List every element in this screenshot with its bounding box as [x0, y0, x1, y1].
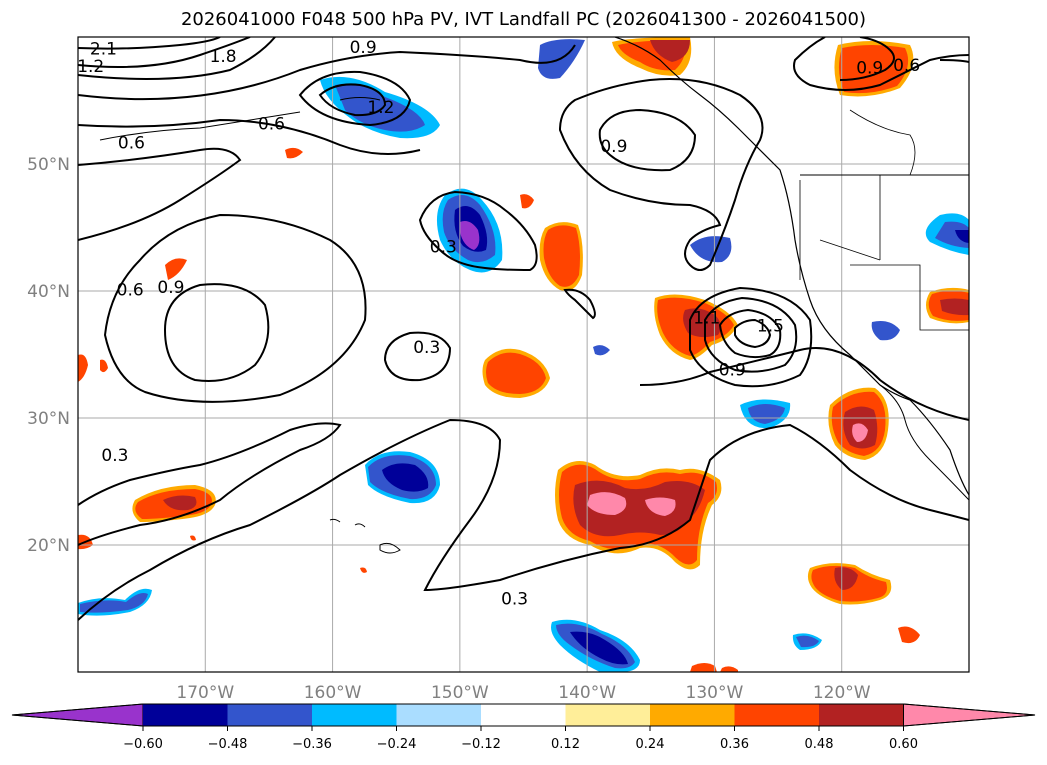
lat-tick-label: 30°N [27, 409, 70, 429]
pv-contours [78, 37, 969, 621]
contour-label: 0.6 [893, 56, 920, 76]
map-frame [77, 36, 970, 673]
colorbar-bin [481, 704, 566, 726]
contour-label: 1.8 [210, 47, 237, 67]
lon-tick-label: 140°W [558, 683, 616, 703]
colorbar-bin [143, 704, 228, 726]
contour-label: 0.3 [413, 338, 440, 358]
lon-tick-label: 170°W [176, 683, 234, 703]
colorbar-bin [11, 703, 144, 727]
contour-label: 0.3 [501, 589, 528, 609]
map-plot-area: 2.1 1.8 1.2 0.9 1.2 0.6 0.6 0.9 0.9 0.6 0.3 0.6 0.9 0… [77, 37, 969, 672]
lat-tick-label: 40°N [27, 282, 70, 302]
contour-label: 0.6 [117, 281, 144, 301]
lon-tick-label: 120°W [813, 683, 871, 703]
map-title: 2026041000 F048 500 hPa PV, IVT Landfall… [180, 9, 867, 30]
colorbar-bin [903, 703, 1036, 727]
lon-tick-label: 130°W [686, 683, 744, 703]
colorbar-tick-label: −0.24 [377, 737, 417, 752]
lon-tick-label: 160°W [304, 683, 362, 703]
contour-label: 0.9 [600, 137, 627, 157]
colorbar-bin [396, 704, 482, 726]
colorbar: −0.60 −0.48 −0.36 −0.24 −0.12 0.12 0.24 0.36 0.4… [11, 703, 1036, 752]
contour-label: 0.6 [118, 133, 145, 153]
contour-label: 0.9 [719, 361, 746, 381]
colorbar-tick-label: 0.36 [720, 737, 749, 752]
colorbar-bin [565, 704, 651, 726]
colorbar-tick-label: 0.12 [551, 737, 580, 752]
colorbar-bin [650, 704, 735, 726]
colorbar-tick-label: −0.12 [461, 737, 501, 752]
colorbar-tick-label: −0.48 [208, 737, 248, 752]
colorbar-tick-label: −0.60 [123, 737, 163, 752]
contour-label-layer: 2.1 1.8 1.2 0.9 1.2 0.6 0.6 0.9 0.9 0.6 0.3 0.6 0.9 0… [77, 38, 920, 609]
contour-label: 2.1 [90, 39, 117, 59]
colorbar-bin [819, 704, 904, 726]
lat-tick-label: 20°N [27, 536, 70, 556]
contour-label: 1.2 [77, 57, 104, 77]
colorbar-tick-label: −0.36 [292, 737, 332, 752]
colorbar-bin [734, 704, 820, 726]
colorbar-bin [312, 704, 397, 726]
contour-label: 0.3 [430, 238, 457, 258]
colorbar-tick-label: 0.60 [889, 737, 918, 752]
lat-tick-label: 50°N [27, 155, 70, 175]
colorbar-tick-label: 0.48 [805, 737, 834, 752]
colorbar-tick-label: 0.24 [636, 737, 665, 752]
axis-labels: 50°N 40°N 30°N 20°N 170°W 160°W 150°W 140°W 130°… [27, 155, 871, 703]
contour-label: 0.3 [101, 446, 128, 466]
anomaly-shading [78, 37, 969, 672]
contour-label: 0.9 [350, 38, 377, 58]
contour-label: 0.6 [258, 114, 285, 134]
lon-tick-label: 150°W [431, 683, 489, 703]
contour-label: 0.9 [856, 58, 883, 78]
coastlines [99, 37, 969, 554]
contour-label: 1.2 [367, 98, 394, 118]
contour-label: 1.1 [693, 309, 720, 329]
contour-label: 0.9 [157, 278, 184, 298]
colorbar-bin [227, 704, 313, 726]
contour-label: 1.5 [757, 316, 784, 336]
